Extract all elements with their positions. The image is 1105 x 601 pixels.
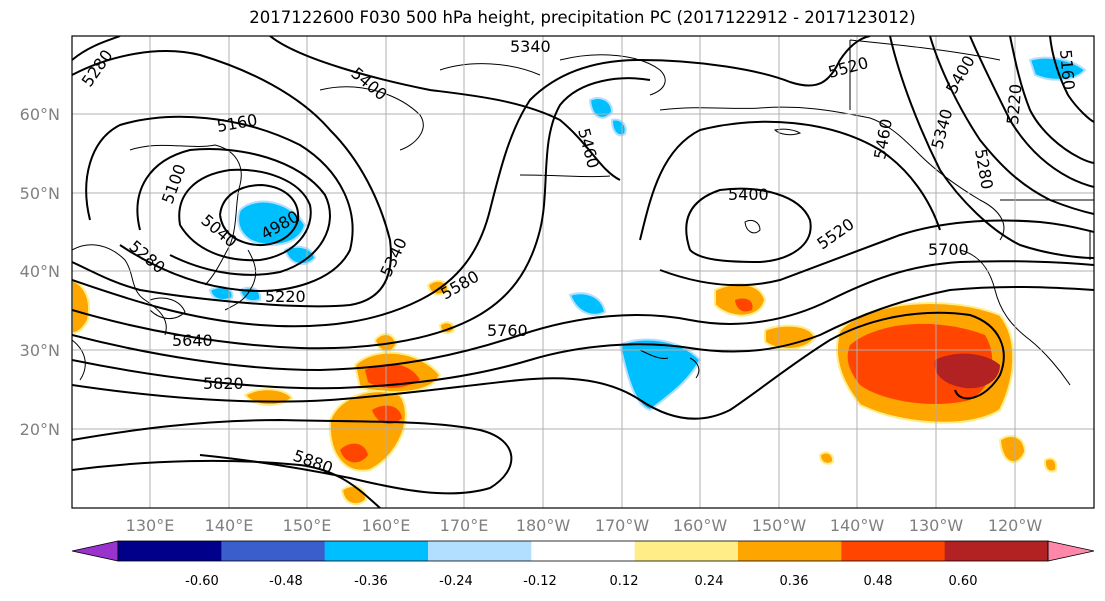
colorbar-extension-low bbox=[71, 540, 119, 562]
lon-label: 120°W bbox=[988, 516, 1043, 535]
colorbar-tick-label: -0.24 bbox=[439, 574, 473, 589]
lon-label: 160°W bbox=[673, 516, 728, 535]
plot-frame bbox=[71, 35, 1095, 509]
lat-label-50n: 50°N bbox=[20, 184, 60, 203]
colorbar-tick-label: 0.36 bbox=[780, 574, 809, 589]
colorbar-tick-label: 0.60 bbox=[949, 574, 978, 589]
colorbar-segment bbox=[221, 541, 326, 561]
contour-label: 5340 bbox=[510, 37, 551, 56]
colorbar-segment bbox=[531, 541, 636, 561]
contour-label: 5220 bbox=[1003, 83, 1025, 125]
lat-label-20n: 20°N bbox=[20, 420, 60, 439]
colorbar-tick-labels: -0.60 -0.48 -0.36 -0.24 -0.12 0.12 0.24 … bbox=[185, 574, 977, 589]
colorbar-tick-label: 0.24 bbox=[695, 574, 724, 589]
latitude-labels: 60°N 50°N 40°N 30°N 20°N bbox=[20, 105, 60, 439]
colorbar-frame bbox=[117, 540, 1049, 562]
contour-label: 5700 bbox=[928, 240, 969, 259]
map-title: 2017122600 F030 500 hPa height, precipit… bbox=[249, 8, 916, 27]
lon-label: 140°W bbox=[830, 516, 885, 535]
colorbar-tick-label: -0.36 bbox=[354, 574, 388, 589]
lon-label: 140°E bbox=[205, 516, 254, 535]
contour-label: 5760 bbox=[487, 321, 528, 340]
lat-label-60n: 60°N bbox=[20, 105, 60, 124]
lon-label: 170°W bbox=[595, 516, 650, 535]
coastlines bbox=[72, 39, 1094, 386]
colorbar-extension-high bbox=[1047, 540, 1095, 562]
colorbar-tick-label: 0.12 bbox=[610, 574, 639, 589]
graticule bbox=[72, 36, 1094, 508]
colorbar-tick-label: -0.12 bbox=[523, 574, 557, 589]
colorbar-tick-label: -0.60 bbox=[185, 574, 219, 589]
lon-label: 150°W bbox=[752, 516, 807, 535]
contour-label: 5640 bbox=[172, 331, 213, 350]
colorbar-segment bbox=[944, 541, 1049, 561]
colorbar-segment bbox=[738, 541, 842, 561]
contour-label: 5220 bbox=[265, 287, 306, 306]
plot-area: 5280 5340 5400 5460 5520 5160 5100 5040 … bbox=[72, 36, 1094, 508]
colorbar-segment bbox=[324, 541, 429, 561]
lon-label: 130°W bbox=[909, 516, 964, 535]
colorbar bbox=[71, 540, 1095, 562]
lon-label: 150°E bbox=[283, 516, 332, 535]
colorbar-tick-label: 0.48 bbox=[864, 574, 893, 589]
contour-label: 5160 bbox=[1056, 49, 1078, 91]
colorbar-segment bbox=[634, 541, 739, 561]
colorbar-tick-label: -0.48 bbox=[269, 574, 303, 589]
colorbar-segment bbox=[118, 541, 222, 561]
contour-labels: 5280 5340 5400 5460 5520 5160 5100 5040 … bbox=[78, 37, 1079, 478]
colorbar-segment bbox=[841, 541, 946, 561]
lat-label-30n: 30°N bbox=[20, 341, 60, 360]
lon-label: 130°E bbox=[126, 516, 175, 535]
contour-label: 5820 bbox=[203, 374, 244, 393]
contour-label: 5400 bbox=[728, 185, 769, 204]
height-contours bbox=[72, 36, 1094, 508]
lon-label: 160°E bbox=[362, 516, 411, 535]
longitude-labels: 130°E 140°E 150°E 160°E 170°E 180°W 170°… bbox=[126, 516, 1043, 535]
lon-label: 170°E bbox=[440, 516, 489, 535]
colorbar-segment bbox=[428, 541, 532, 561]
lat-label-40n: 40°N bbox=[20, 262, 60, 281]
lon-label: 180°W bbox=[516, 516, 571, 535]
